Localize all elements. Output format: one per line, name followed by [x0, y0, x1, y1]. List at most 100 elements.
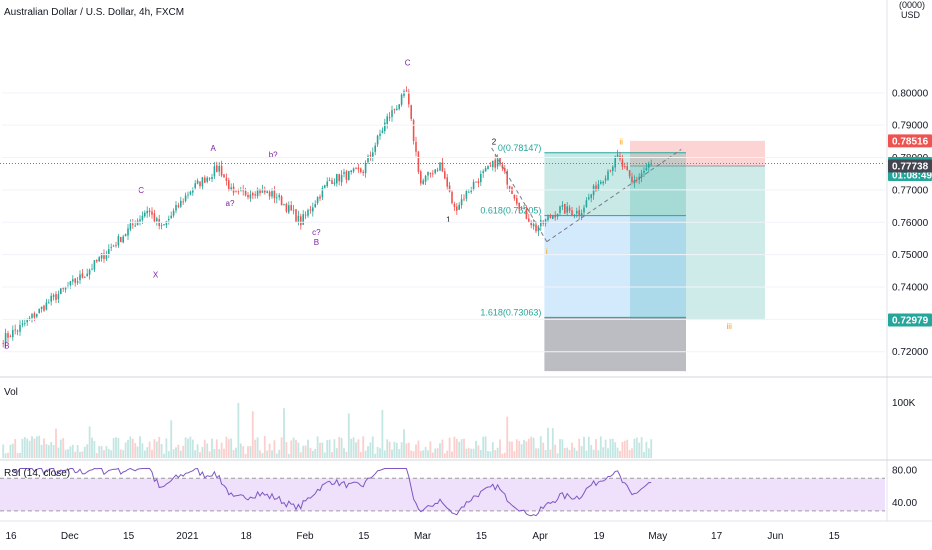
candle-body [184, 195, 187, 201]
candle-body [376, 135, 379, 145]
candle-body [508, 185, 511, 189]
fib-zone-lower [544, 215, 686, 318]
volume-bar [244, 453, 247, 458]
volume-bar [28, 440, 31, 458]
candle-body [355, 168, 357, 169]
price-tick-label: 0.79000 [892, 121, 929, 132]
wave-label: iii [727, 322, 733, 331]
candle-body [60, 288, 62, 295]
wave-label: b? [269, 151, 278, 160]
volume-bar [122, 450, 125, 458]
volume-bar [475, 440, 477, 458]
time-tick-label: Dec [61, 531, 79, 542]
price-tag-label: 0.78516 [892, 136, 929, 147]
candle-body [165, 220, 168, 225]
candle-body [379, 133, 381, 136]
volume-bar [568, 449, 571, 458]
time-tick-label: 19 [593, 531, 605, 542]
trend-lines[interactable] [491, 147, 682, 243]
candle-body [76, 281, 79, 283]
volume-bar [88, 426, 91, 458]
volume-bar [203, 439, 206, 458]
candle-body [266, 191, 268, 193]
candle-body [602, 181, 604, 184]
candle-body [172, 210, 175, 216]
volume-bar [95, 453, 98, 458]
volume-bar [496, 447, 499, 458]
volume-bar [275, 453, 278, 458]
volume-bar [556, 453, 559, 458]
candle-body [350, 170, 352, 172]
candle-body [124, 234, 127, 237]
volume-bar [76, 445, 79, 458]
candle-body [628, 170, 631, 177]
candle-body [196, 180, 199, 184]
volume-bar [455, 438, 458, 458]
candle-body [302, 214, 304, 225]
candle-body [556, 213, 559, 217]
candle-body [585, 200, 588, 207]
candle-body [566, 206, 568, 213]
volume-bar [429, 441, 432, 458]
volume-bar [170, 420, 173, 458]
price-axis[interactable]: 0.800000.790000.780000.770000.760000.750… [2, 88, 929, 509]
candle-body [432, 173, 434, 175]
volume-bar [175, 447, 177, 458]
candle-body [600, 182, 602, 184]
volume-bar [532, 437, 535, 458]
volume-bar [215, 439, 218, 458]
price-tag-box [888, 134, 932, 148]
candle-body [136, 220, 139, 226]
volume-bar [453, 436, 456, 458]
volume-bar [544, 450, 547, 458]
candle-body [242, 189, 244, 192]
volume-bar [364, 450, 367, 458]
volume-bar [530, 436, 533, 458]
candle-body [386, 116, 388, 124]
candle-body [384, 122, 386, 132]
candle-body [369, 155, 372, 156]
volume-bar [359, 451, 362, 458]
volume-bar [290, 440, 293, 458]
volume-bar [69, 446, 72, 458]
candle-body [504, 168, 506, 172]
volume-bar [443, 453, 446, 458]
candle-body [496, 158, 499, 167]
candle-body [643, 170, 645, 173]
candle-body [247, 194, 249, 198]
candle-body [391, 110, 393, 117]
volume-bar [501, 453, 504, 458]
candle-body [612, 166, 614, 171]
candle-body [506, 170, 508, 185]
candle-body [127, 228, 129, 236]
time-tick-label: Jun [767, 531, 783, 542]
candle-body [285, 203, 288, 212]
candle-body [120, 237, 122, 242]
candle-body [216, 165, 218, 172]
volume-bar [256, 437, 259, 458]
time-axis[interactable]: 16 Dec 15 2021 18 Feb 15 Mar 15 Apr 19 May 17 Jun 15 [5, 531, 840, 542]
candle-body [235, 191, 237, 193]
volume-bar [520, 444, 523, 458]
volume-bar [16, 453, 19, 458]
candle-body [518, 202, 520, 210]
volume-bar [134, 443, 137, 458]
volume-bar [323, 452, 326, 458]
volume-bar [626, 439, 629, 458]
volume-bar [81, 451, 84, 458]
candle-body [580, 213, 583, 217]
candle-body [96, 259, 98, 262]
fib-tool[interactable]: 0(0.78147) 0.618(0.76205) 1.618(0.73063) [480, 143, 686, 372]
wave-label: B [4, 341, 9, 350]
candle-body [578, 210, 580, 216]
candle-body [439, 162, 441, 171]
candle-body [100, 253, 103, 259]
volume-bar [470, 448, 473, 458]
position-tool[interactable] [630, 140, 765, 321]
volume-bar [335, 448, 338, 458]
volume-bar [86, 444, 89, 458]
volume-bar [239, 443, 242, 458]
candle-body [650, 163, 652, 165]
